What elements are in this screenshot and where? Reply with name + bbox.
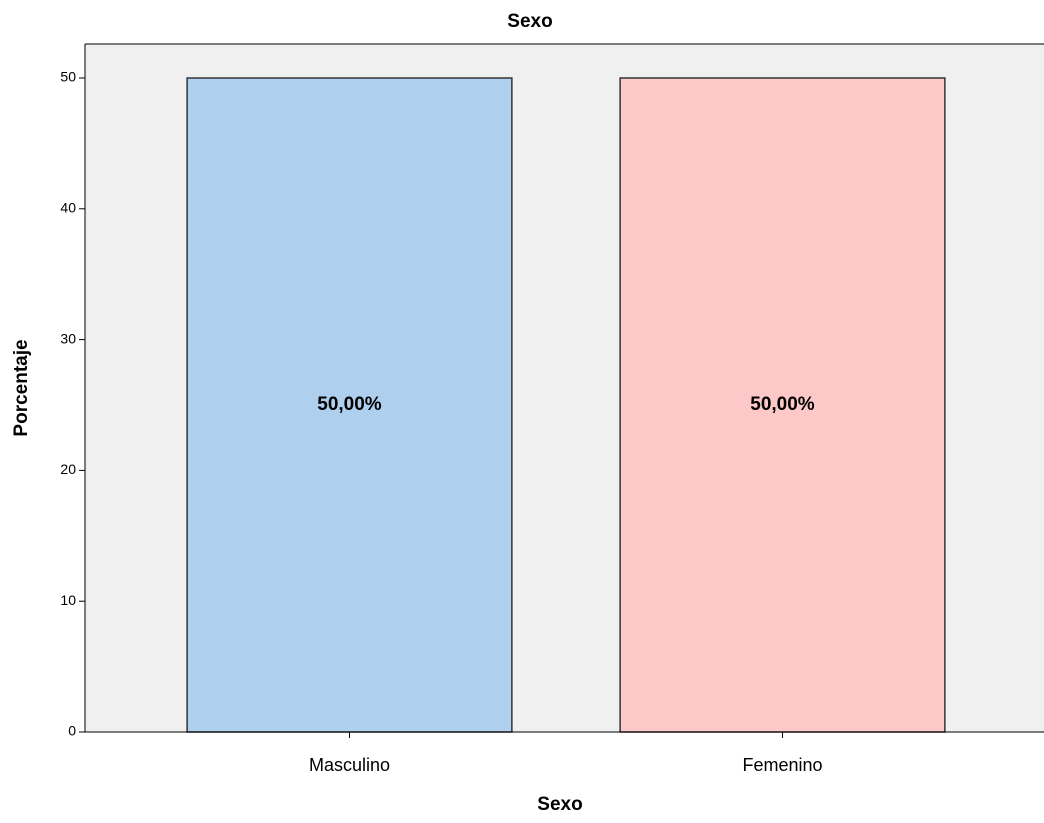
x-tick-label: Masculino <box>309 755 390 775</box>
value-label: 50,00% <box>317 394 382 415</box>
y-tick-label: 20 <box>60 461 76 477</box>
bar <box>186 77 513 733</box>
y-tick-label: 30 <box>60 330 76 346</box>
x-tick-label: Femenino <box>742 755 822 775</box>
y-tick-label: 50 <box>60 69 76 85</box>
y-tick-label: 40 <box>60 200 76 216</box>
chart-title: Sexo <box>507 11 552 32</box>
y-tick-label: 0 <box>68 723 76 739</box>
value-label: 50,00% <box>750 394 815 415</box>
x-axis-label: Sexo <box>537 794 582 815</box>
bar <box>619 77 946 733</box>
y-axis-label: Porcentaje <box>11 339 32 436</box>
y-tick-label: 10 <box>60 592 76 608</box>
